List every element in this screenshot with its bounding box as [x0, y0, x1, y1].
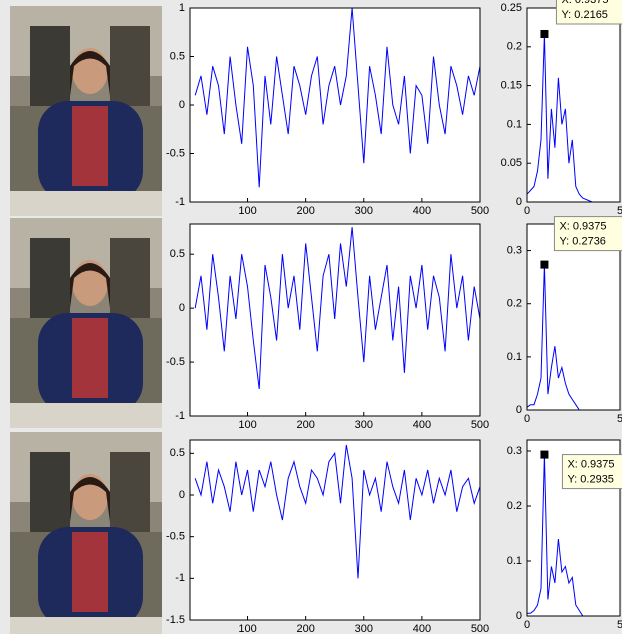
y-tick-label: -1	[175, 410, 185, 422]
x-tick-label: 300	[355, 623, 373, 634]
y-tick-label: 0	[179, 302, 185, 314]
datatip-x: X: 0.9375	[561, 0, 608, 6]
y-tick-label: 0.1	[507, 118, 522, 130]
datatip-marker	[540, 261, 548, 269]
y-tick-label: -0.5	[166, 147, 185, 159]
datatip-y: Y: 0.2736	[559, 236, 606, 248]
y-tick-label: 0.5	[170, 50, 185, 62]
y-tick-label: 0	[516, 196, 522, 208]
x-tick-label: 5	[617, 413, 622, 425]
axes-background	[190, 224, 480, 416]
x-tick-label: 100	[238, 205, 256, 217]
figure: -1-0.500.5110020030040050000.050.10.150.…	[0, 0, 622, 634]
y-tick-label: 1	[179, 2, 185, 14]
y-tick-label: 0	[516, 610, 522, 622]
x-tick-label: 400	[413, 623, 431, 634]
y-tick-label: 0	[179, 99, 185, 111]
x-tick-label: 100	[238, 419, 256, 431]
x-tick-label: 300	[355, 205, 373, 217]
axes-background	[190, 440, 480, 620]
x-tick-label: 400	[413, 205, 431, 217]
y-tick-label: 0.1	[507, 351, 522, 363]
y-tick-label: -1.5	[166, 614, 185, 626]
x-tick-label: 500	[471, 419, 489, 431]
x-tick-label: 300	[355, 419, 373, 431]
x-tick-label: 500	[471, 205, 489, 217]
y-tick-label: -1	[175, 196, 185, 208]
x-tick-label: 100	[238, 623, 256, 634]
y-tick-label: 0.3	[507, 445, 522, 457]
x-tick-label: 0	[524, 619, 530, 631]
photo	[10, 6, 162, 216]
x-tick-label: 0	[524, 205, 530, 217]
y-tick-label: -0.5	[166, 356, 185, 368]
photo	[10, 432, 162, 634]
x-tick-label: 200	[296, 623, 314, 634]
datatip-y: Y: 0.2935	[567, 473, 614, 485]
axes-background	[527, 224, 620, 410]
datatip-marker	[540, 451, 548, 459]
axes-background	[190, 8, 480, 202]
photo	[10, 218, 162, 428]
datatip-x: X: 0.9375	[559, 221, 606, 233]
x-tick-label: 400	[413, 419, 431, 431]
x-tick-label: 200	[296, 419, 314, 431]
y-tick-label: 0.15	[501, 80, 522, 92]
x-tick-label: 0	[524, 413, 530, 425]
y-tick-label: 0	[179, 489, 185, 501]
y-tick-label: 0	[516, 404, 522, 416]
y-tick-label: -1	[175, 572, 185, 584]
y-tick-label: -0.5	[166, 531, 185, 543]
x-tick-label: 200	[296, 205, 314, 217]
y-tick-label: 0.5	[170, 447, 185, 459]
y-tick-label: 0.5	[170, 248, 185, 260]
y-tick-label: 0.2	[507, 41, 522, 53]
y-tick-label: 0.25	[501, 2, 522, 14]
y-tick-label: 0.3	[507, 244, 522, 256]
y-tick-label: 0.2	[507, 298, 522, 310]
x-tick-label: 500	[471, 623, 489, 634]
datatip-x: X: 0.9375	[567, 458, 614, 470]
y-tick-label: 0.05	[501, 157, 522, 169]
y-tick-label: 0.2	[507, 500, 522, 512]
datatip-marker	[540, 30, 548, 38]
y-tick-label: 0.1	[507, 555, 522, 567]
datatip-y: Y: 0.2165	[561, 9, 608, 21]
x-tick-label: 5	[617, 205, 622, 217]
x-tick-label: 5	[617, 619, 622, 631]
